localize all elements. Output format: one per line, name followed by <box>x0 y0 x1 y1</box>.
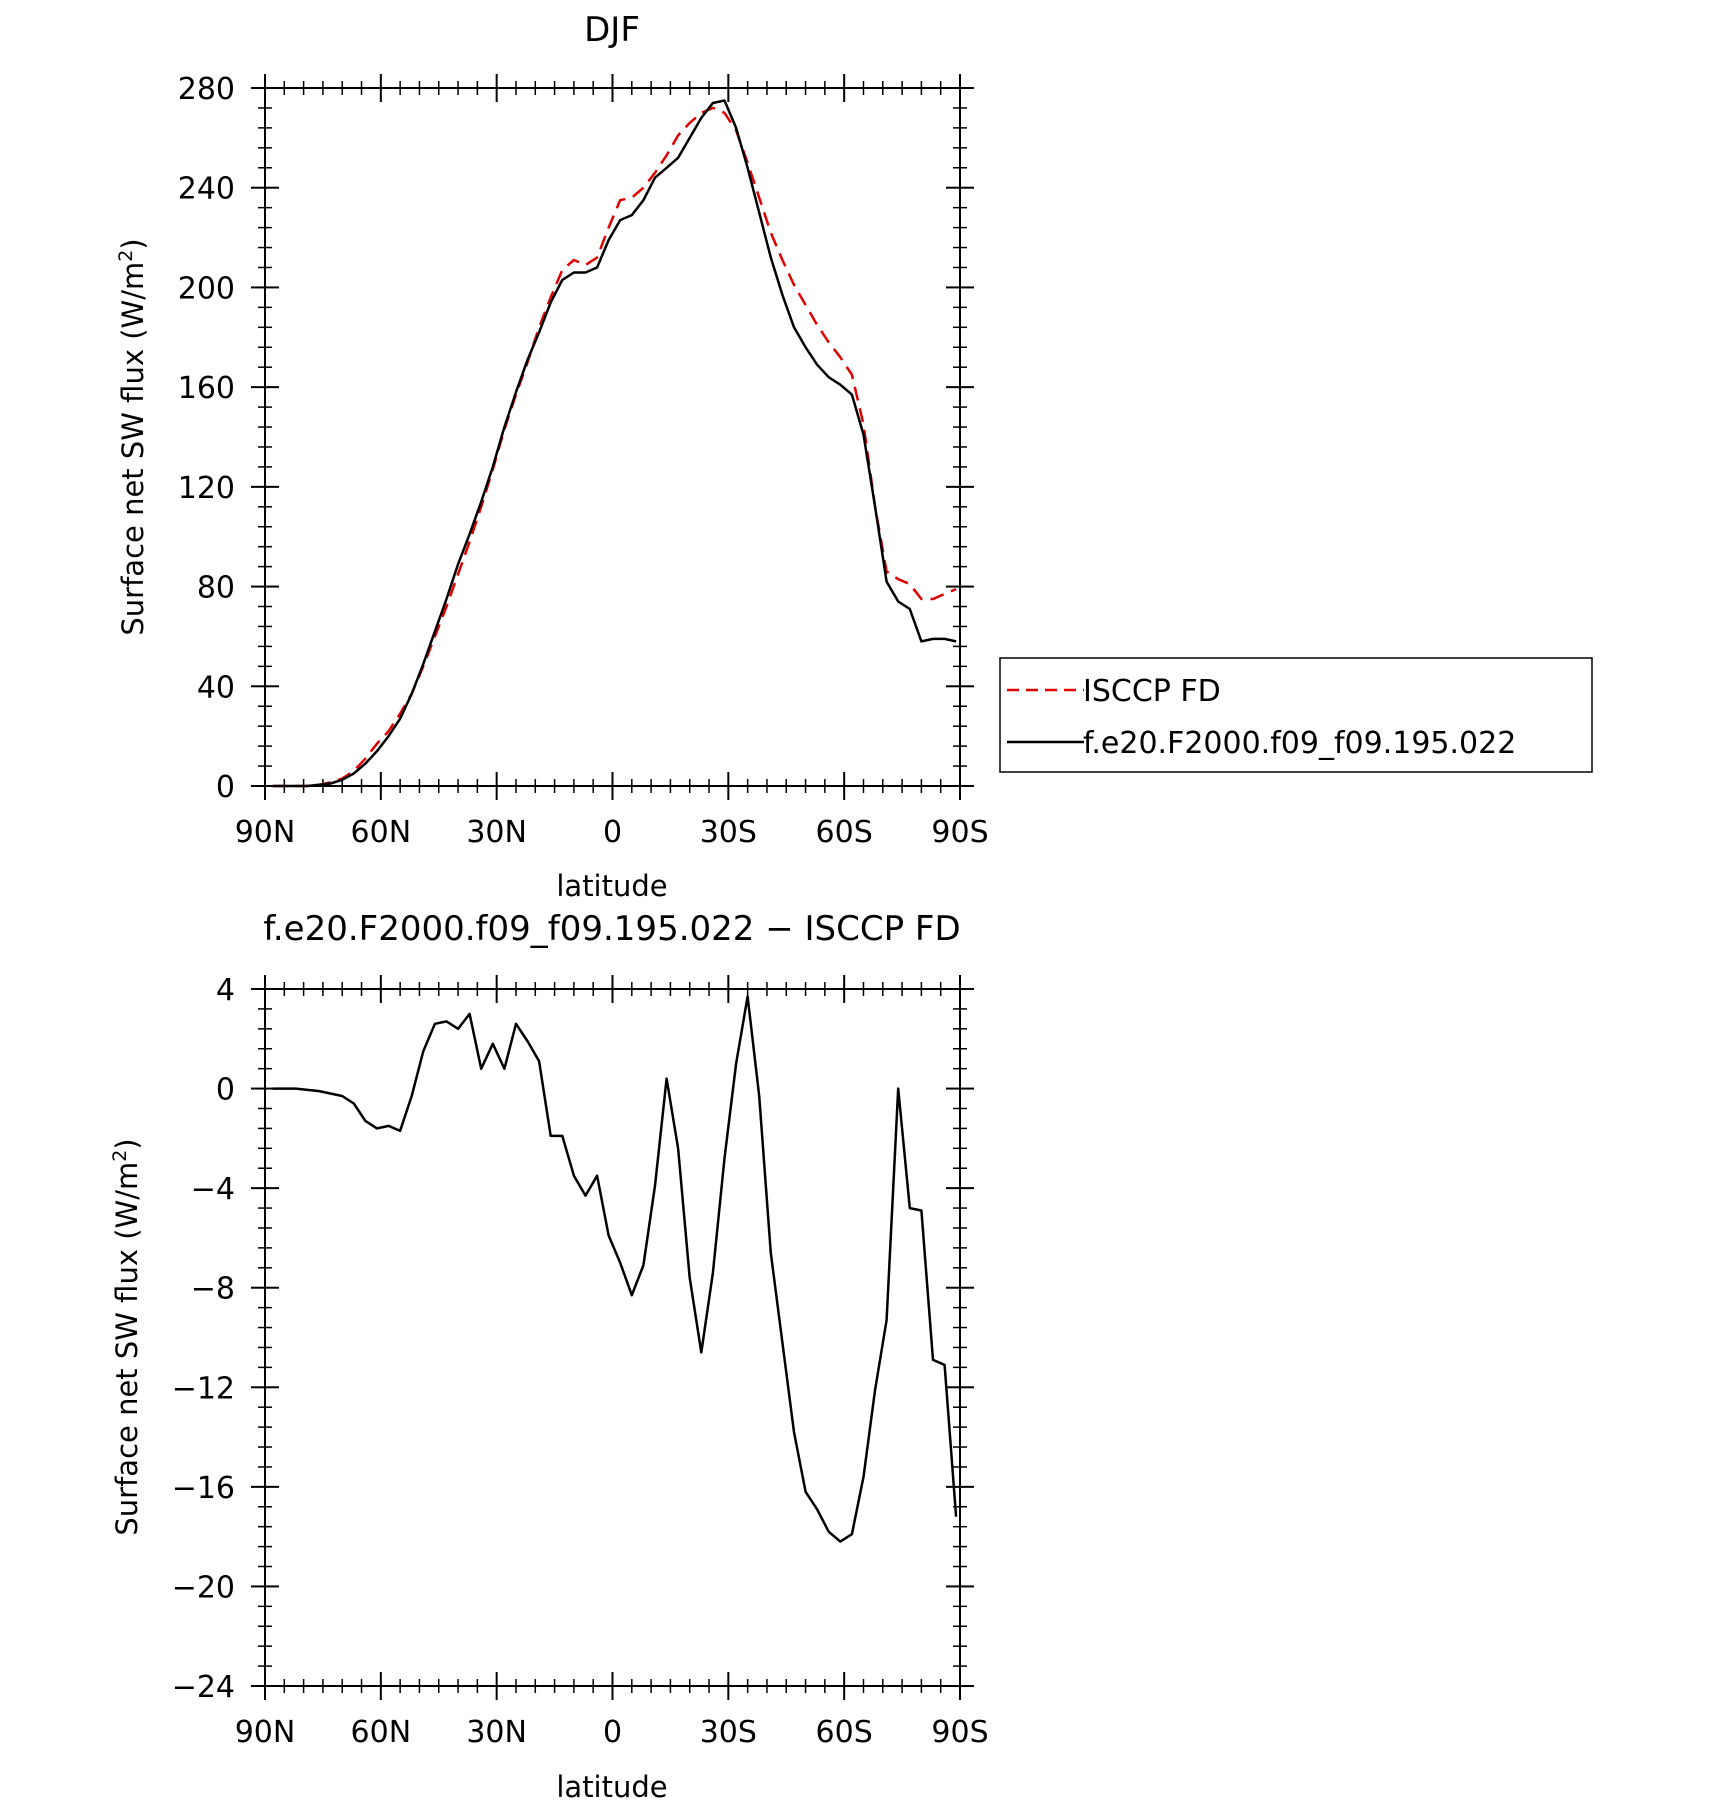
y-tick-label: −8 <box>191 1272 235 1307</box>
y-tick-label: 160 <box>178 371 235 406</box>
legend-label-model: f.e20.F2000.f09_f09.195.022 <box>1083 726 1516 761</box>
chart-bottom-ylabel: Surface net SW flux (W/m2) <box>109 1138 144 1535</box>
x-tick-label: 90S <box>931 1715 988 1750</box>
chart-top-xlabel: latitude <box>556 869 667 903</box>
legend-frame <box>999 657 1593 773</box>
series-line-model <box>272 99 957 788</box>
series-line-model <box>272 995 958 1543</box>
chart-bottom: f.e20.F2000.f09_f09.195.022 − ISCCP FD 9… <box>109 909 989 1804</box>
series-line-isccp <box>272 106 957 788</box>
x-tick-label: 30S <box>700 1715 757 1750</box>
y-tick-label: −24 <box>172 1670 235 1705</box>
y-tick-label: 4 <box>216 973 235 1008</box>
y-tick-label: −12 <box>172 1371 235 1406</box>
chart-bottom-ylabel-main: Surface net SW flux (W/m <box>110 1162 144 1536</box>
chart-bottom-xlabel: latitude <box>556 1770 667 1804</box>
chart-top-x-tick-labels: 90N 60N 30N 0 30S 60S 90S <box>235 815 989 850</box>
chart-bottom-y-tick-labels: −24 −20 −16 −12 −8 −4 0 4 <box>172 973 235 1705</box>
x-tick-label: 90S <box>931 815 988 850</box>
chart-bottom-frame <box>264 988 961 1687</box>
x-tick-label: 60N <box>351 815 412 850</box>
y-tick-label: 120 <box>178 471 235 506</box>
chart-bottom-plot-area <box>251 975 974 1700</box>
x-tick-label: 90N <box>235 1715 296 1750</box>
chart-top-title: DJF <box>584 10 640 50</box>
x-tick-label: 0 <box>603 815 622 850</box>
x-tick-label: 0 <box>603 1715 622 1750</box>
x-tick-label: 60S <box>816 815 873 850</box>
chart-top-y-tick-labels: 0 40 80 120 160 200 240 280 <box>178 72 235 805</box>
chart-top-series <box>272 99 957 788</box>
x-tick-label: 30S <box>700 815 757 850</box>
y-tick-label: −4 <box>191 1172 235 1207</box>
x-tick-label: 30N <box>466 1715 527 1750</box>
chart-bottom-ylabel-sup: 2 <box>109 1150 131 1162</box>
chart-top-ylabel-main: Surface net SW flux (W/m <box>116 262 150 636</box>
chart-top-ylabel-sup: 2 <box>115 250 137 262</box>
y-tick-label: −16 <box>172 1471 235 1506</box>
chart-bottom-x-tick-labels: 90N 60N 30N 0 30S 60S 90S <box>235 1715 989 1750</box>
legend: ISCCP FD f.e20.F2000.f09_f09.195.022 <box>999 657 1593 773</box>
y-tick-label: −20 <box>172 1570 235 1605</box>
y-tick-label: 200 <box>178 271 235 306</box>
legend-label-isccp: ISCCP FD <box>1083 674 1221 709</box>
chart-top-frame <box>264 87 961 787</box>
y-tick-label: 0 <box>216 1073 235 1108</box>
y-tick-label: 280 <box>178 72 235 107</box>
chart-bottom-ticks <box>251 975 974 1700</box>
x-tick-label: 90N <box>235 815 296 850</box>
y-tick-label: 240 <box>178 172 235 207</box>
x-tick-label: 30N <box>466 815 527 850</box>
y-tick-label: 80 <box>197 571 235 606</box>
chart-top: DJF 90N 60N 30N 0 30S 60S 90S 0 40 80 120 160 200 24… <box>115 10 989 903</box>
x-tick-label: 60S <box>816 1715 873 1750</box>
chart-top-plot-area <box>251 74 974 800</box>
chart-bottom-ylabel-end: ) <box>110 1138 144 1149</box>
y-tick-label: 0 <box>216 770 235 805</box>
y-tick-label: 40 <box>197 670 235 705</box>
chart-top-ylabel: Surface net SW flux (W/m2) <box>115 238 150 635</box>
chart-top-ticks <box>251 74 974 800</box>
x-tick-label: 60N <box>351 1715 412 1750</box>
chart-bottom-title: f.e20.F2000.f09_f09.195.022 − ISCCP FD <box>263 909 960 949</box>
chart-bottom-series <box>272 995 958 1543</box>
chart-top-ylabel-end: ) <box>116 238 150 249</box>
